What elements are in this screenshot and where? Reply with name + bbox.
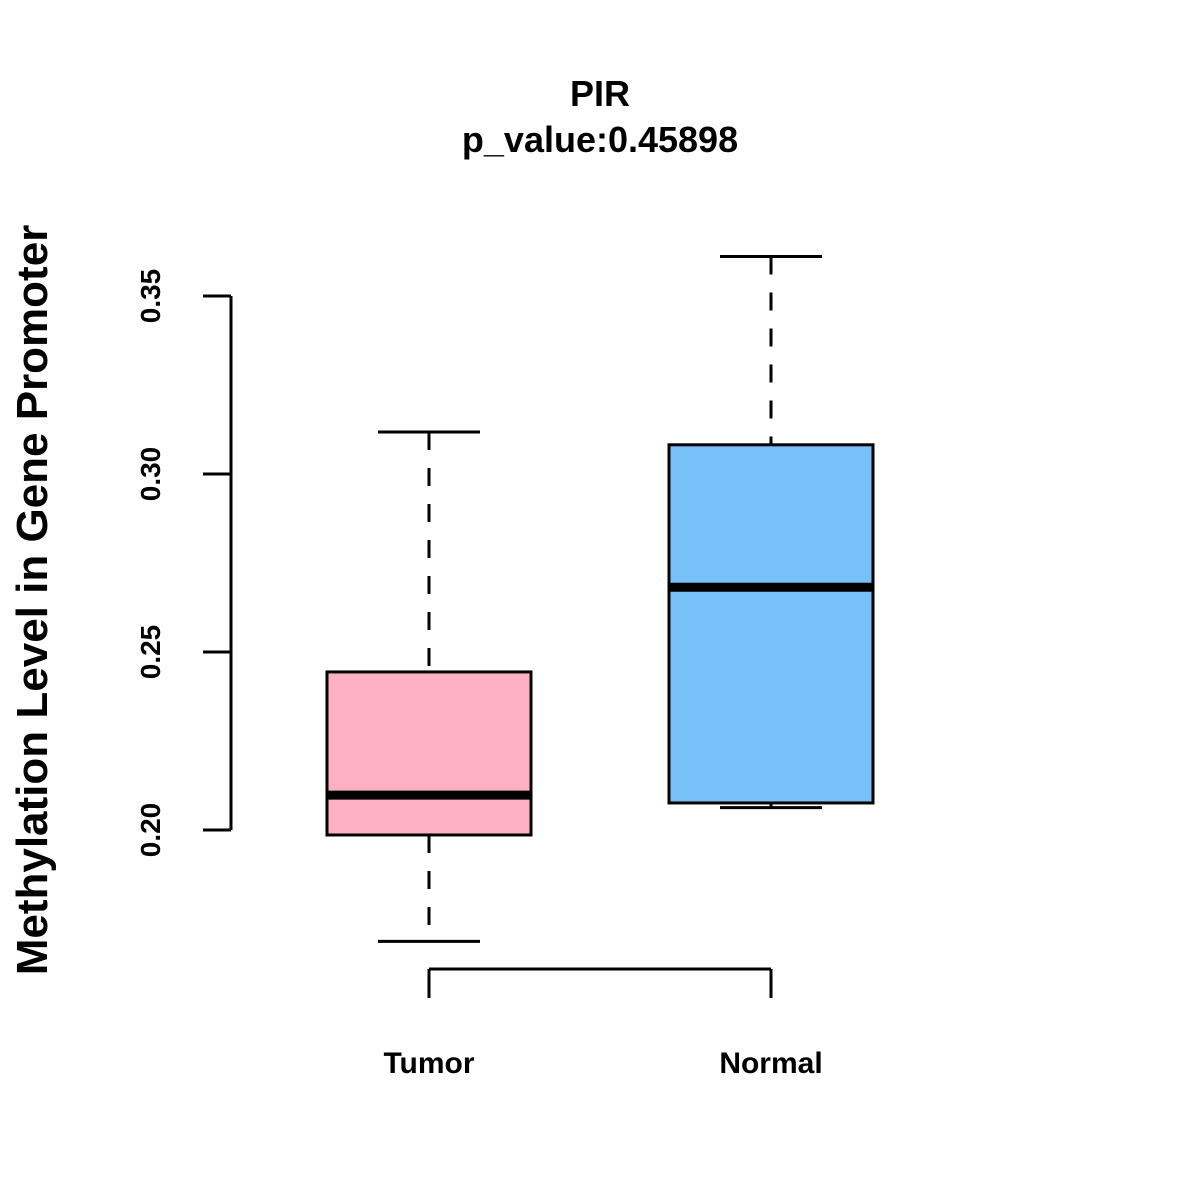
x-label-normal: Normal	[719, 1047, 822, 1080]
y-tick-label: 0.35	[135, 269, 166, 324]
y-axis: 0.20 0.25 0.30 0.35	[135, 269, 233, 858]
x-label-tumor: Tumor	[383, 1047, 474, 1080]
box-normal	[667, 254, 875, 810]
iqr-box	[667, 443, 875, 805]
y-axis-label: Methylation Level in Gene Promoter	[8, 225, 57, 976]
iqr-box	[325, 670, 533, 837]
y-tick-label: 0.20	[135, 803, 166, 858]
comparison-bracket	[427, 967, 773, 998]
x-axis-labels: Tumor Normal	[383, 1047, 822, 1080]
box-tumor	[325, 430, 533, 943]
chart-title: PIR	[570, 73, 630, 114]
y-tick-label: 0.30	[135, 447, 166, 502]
boxes	[325, 254, 875, 943]
chart-subtitle: p_value:0.45898	[462, 119, 738, 160]
y-tick-label: 0.25	[135, 625, 166, 680]
